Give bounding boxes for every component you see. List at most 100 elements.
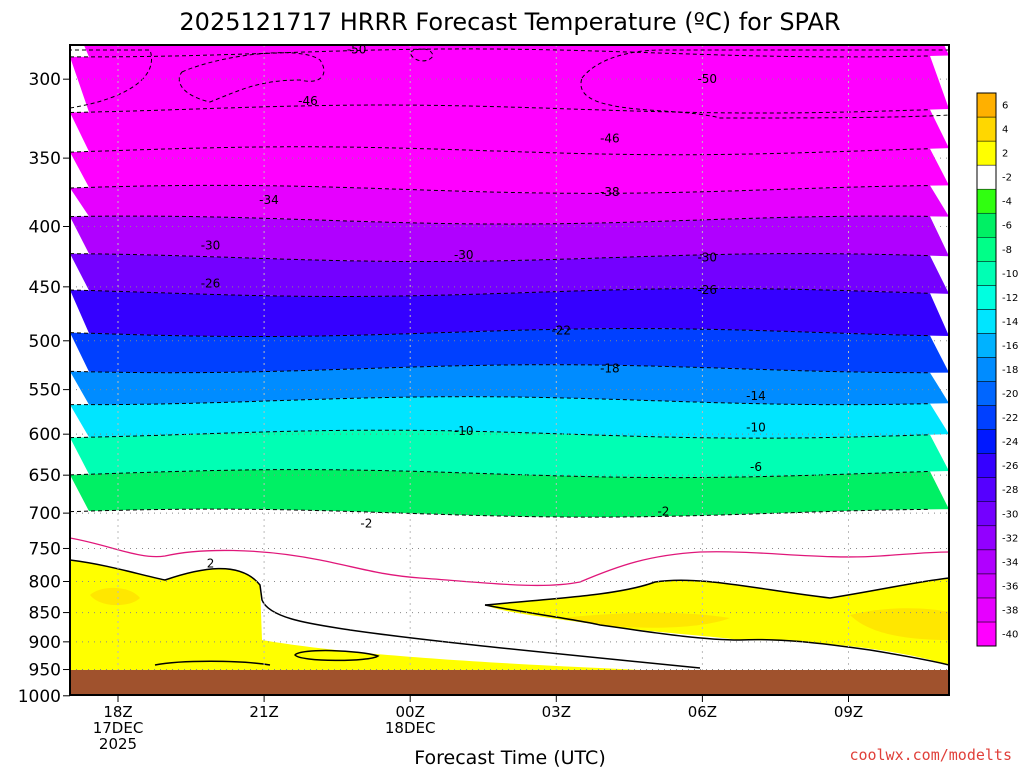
contour-label: -10: [746, 420, 766, 434]
contour-label: -34: [259, 193, 279, 207]
colorbar-swatch: [976, 357, 997, 382]
colorbar-label: -12: [1002, 293, 1018, 304]
credit-text[interactable]: coolwx.com/modelts: [849, 746, 1012, 764]
y-tick-label: 750: [29, 539, 61, 559]
surface-contour-east-top: [484, 577, 949, 606]
isotherm--30: [70, 253, 931, 263]
upper-contour-small: [409, 48, 434, 62]
temp-band--34: [70, 216, 949, 262]
colorbar-swatch: [976, 573, 997, 599]
colorbar-swatch: [976, 188, 997, 214]
colorbar-swatch: [976, 405, 997, 430]
colorbar-label: -8: [1002, 245, 1012, 256]
surface-contour-east-bottom: [484, 604, 949, 666]
colorbar-swatch: [976, 453, 997, 478]
colorbar-label: 2: [1002, 149, 1008, 160]
colorbar-label: -4: [1002, 197, 1012, 208]
colorbar-label: -28: [1002, 485, 1018, 496]
surface-contour-west: [70, 559, 701, 669]
contour-label: -30: [201, 238, 221, 252]
colorbar-swatch: [976, 429, 997, 454]
colorbar-label: -16: [1002, 341, 1018, 352]
y-tick-label: 650: [29, 466, 61, 486]
x-axis-label: Forecast Time (UTC): [414, 747, 605, 768]
colorbar-label: -36: [1002, 581, 1018, 592]
isotherm--50: [70, 48, 931, 58]
temp-band--2: [70, 509, 949, 560]
isotherm--10: [70, 429, 931, 439]
colorbar-swatch: [976, 621, 997, 647]
isotherm--18: [70, 364, 931, 374]
contour-label: -14: [746, 389, 766, 403]
x-tick-label: 2025: [99, 735, 137, 753]
isotherm--38: [70, 184, 931, 194]
colorbar-swatch: [976, 92, 997, 118]
temp-band--26: [70, 288, 949, 337]
colorbar-label: -20: [1002, 389, 1018, 400]
temp-band--18: [70, 364, 949, 405]
x-tick-label: 09Z: [834, 703, 863, 721]
y-tick-label: 500: [29, 332, 61, 352]
contour-label: -30: [697, 251, 717, 265]
colorbar-swatch: [976, 501, 997, 527]
y-tick-label: 700: [29, 504, 61, 524]
contour-label: -26: [697, 283, 717, 297]
y-axis: 2503003504004505005506006507007508008509…: [18, 70, 70, 707]
colorbar-swatch: [976, 525, 997, 551]
isotherm--14: [70, 396, 931, 406]
contour-label: -26: [201, 276, 221, 290]
x-tick-label: 18DEC: [385, 719, 436, 737]
y-tick-label: 850: [29, 604, 61, 624]
temp-band--30: [70, 253, 949, 297]
colorbar-swatch: [976, 261, 997, 286]
y-tick-label: 550: [29, 381, 61, 401]
y-tick-label: 450: [29, 278, 61, 298]
plot-area: -54-54-50-50-46-46-38-34-30-30 -30-26 -26-…: [70, 42, 949, 695]
x-tick-label: 06Z: [688, 703, 717, 721]
colorbar: -40-38-36-34-32-30-28-26-24-22-20-18-16-…: [976, 92, 1018, 647]
y-tick-label: 1000: [18, 687, 61, 707]
temp-band--46: [70, 105, 949, 155]
x-tick-label: 21Z: [249, 703, 278, 721]
colorbar-label: -10: [1002, 269, 1018, 280]
contour-label: -2: [657, 505, 669, 519]
contour-label: -30: [454, 248, 474, 262]
contour-label: -50: [347, 42, 367, 56]
colorbar-label: -2: [1002, 173, 1012, 184]
y-tick-label: 600: [29, 425, 61, 445]
colorbar-label: -38: [1002, 605, 1018, 616]
plot-frame: [69, 44, 950, 696]
y-tick-label: 400: [29, 218, 61, 238]
colorbar-label: -30: [1002, 509, 1018, 520]
temp-band--38: [70, 185, 949, 225]
surface-contour-low: [154, 660, 271, 666]
temperature-fill: [70, 45, 949, 695]
colorbar-swatch: [976, 381, 997, 406]
colorbar-swatch: [976, 549, 997, 575]
surface-contour-loop: [294, 649, 380, 662]
isotherm--26: [70, 288, 931, 297]
y-tick-label: 950: [29, 661, 61, 681]
colorbar-label: -32: [1002, 533, 1018, 544]
below-surface: [70, 670, 949, 695]
colorbar-label: -14: [1002, 317, 1018, 328]
isotherm--34: [70, 215, 931, 225]
temperature-contours: [70, 48, 931, 518]
warm-core-west: [90, 587, 140, 606]
contour-label: -46: [298, 94, 318, 108]
colorbar-swatch: [976, 140, 997, 166]
contour-label: -22: [551, 323, 571, 337]
x-tick-label: 18Z: [103, 703, 132, 721]
colorbar-label: 6: [1002, 101, 1008, 112]
isotherm--46: [70, 104, 931, 114]
colorbar-swatch: [976, 285, 997, 310]
colorbar-label: -40: [1002, 629, 1018, 640]
isotherm--42: [70, 146, 931, 156]
contour-label: -2: [360, 516, 372, 530]
y-tick-label: 350: [29, 149, 61, 169]
isotherm--6: [70, 469, 931, 479]
temp-band--10: [70, 430, 949, 478]
colorbar-label: -6: [1002, 221, 1012, 232]
